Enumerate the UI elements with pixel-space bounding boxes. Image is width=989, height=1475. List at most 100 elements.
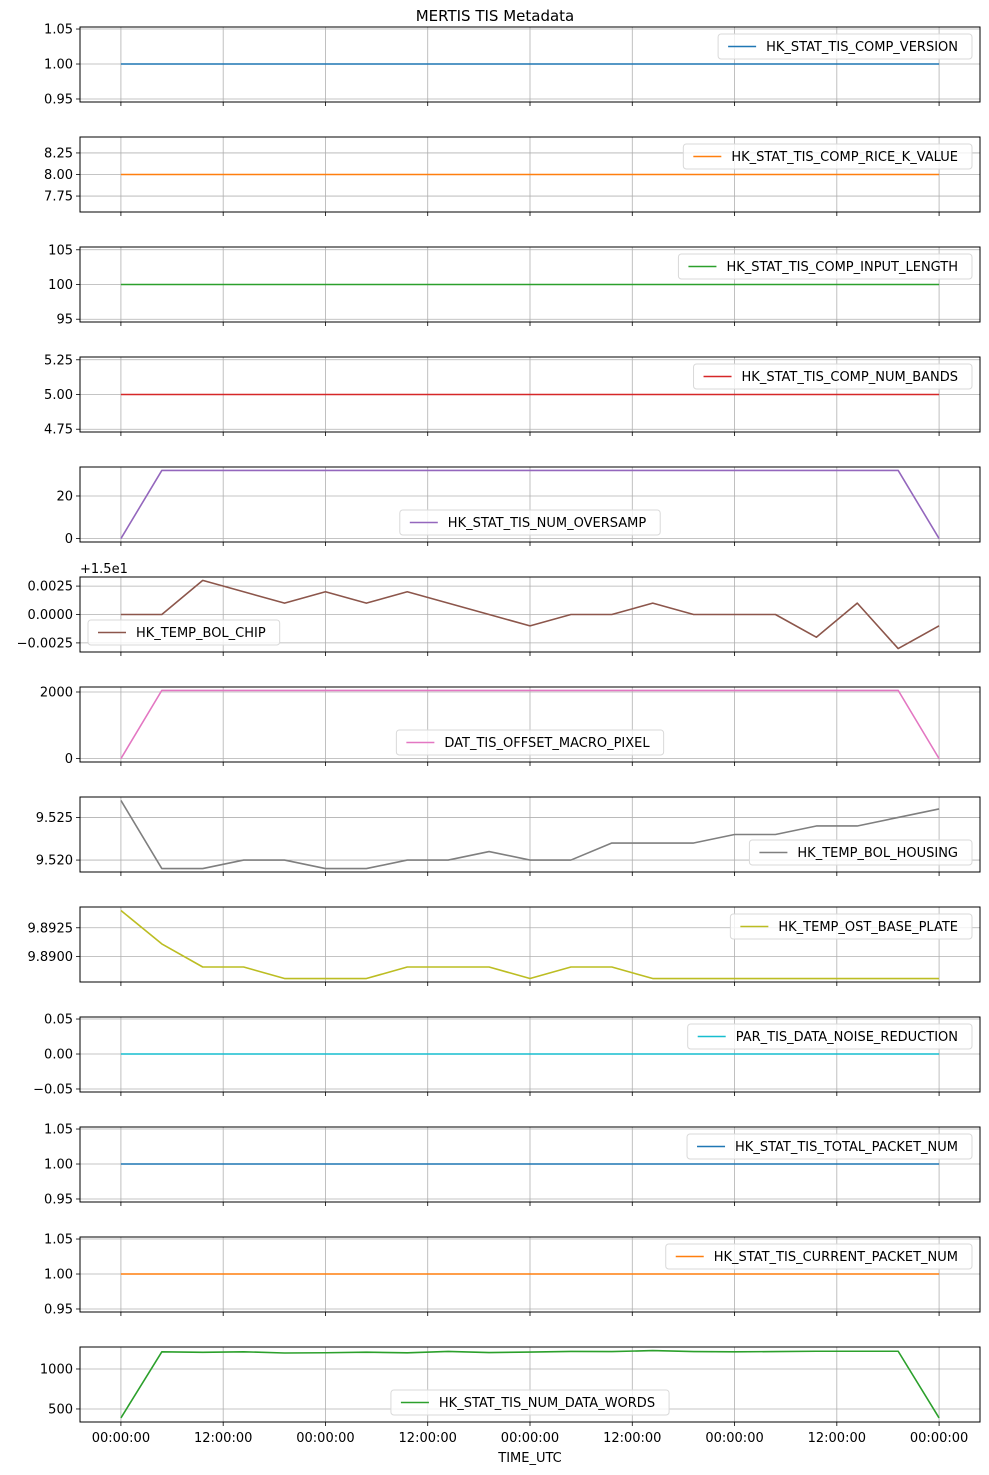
legend: HK_STAT_TIS_NUM_DATA_WORDS — [390, 1389, 670, 1416]
subplot-hk-stat-tis-comp-rice-k-value: 7.75 8.00 8.25 HK_STAT_TIS_COMP_RICE_K_VALU… — [44, 136, 981, 216]
legend-box — [665, 1243, 973, 1270]
legend-label: HK_TEMP_OST_BASE_PLATE — [778, 920, 958, 935]
legend-box — [717, 33, 973, 60]
axes-frame — [79, 466, 981, 543]
legend-box — [677, 253, 973, 280]
y-tick-label: −0.0025 — [17, 636, 73, 651]
x-tick-label: 00:00:00 — [501, 1431, 559, 1446]
x-tick-label: 12:00:00 — [194, 1431, 252, 1446]
y-tick-label: 5.25 — [44, 353, 73, 368]
legend-label: HK_STAT_TIS_COMP_RICE_K_VALUE — [731, 150, 958, 165]
legend: HK_STAT_TIS_NUM_OVERSAMP — [399, 509, 661, 536]
y-tick-label: 0.0025 — [28, 580, 74, 595]
legend: HK_STAT_TIS_COMP_VERSION — [717, 33, 973, 60]
y-tick-label: 1000 — [40, 1362, 73, 1377]
legend-box — [390, 1389, 670, 1416]
subplot-hk-stat-tis-num-data-words: 500 1000 HK_STAT_TIS_NUM_DATA_WORDS 00:00:0… — [40, 1346, 981, 1446]
subplot-hk-temp-bol-chip: −0.0025 0.0000 0.0025 +1.5e1 HK_TEMP_BOL_CHI… — [17, 562, 981, 656]
legend-box — [686, 1133, 973, 1160]
y-tick-label: 4.75 — [44, 423, 73, 438]
y-tick-label: 9.8900 — [28, 950, 74, 965]
y-tick-label: 0.0000 — [28, 608, 74, 623]
y-tick-label: 0.00 — [44, 1048, 73, 1063]
legend-box — [729, 913, 973, 940]
legend: HK_STAT_TIS_COMP_NUM_BANDS — [693, 363, 973, 390]
legend-box — [682, 143, 973, 170]
subplot-hk-stat-tis-num-oversamp: 0 20 HK_STAT_TIS_NUM_OVERSAMP — [56, 466, 981, 547]
y-tick-label: 0.05 — [44, 1013, 73, 1028]
y-tick-label: 9.520 — [36, 854, 73, 869]
y-tick-label: 1.00 — [44, 58, 73, 73]
x-tick-label: 00:00:00 — [705, 1431, 763, 1446]
y-tick-label: 2000 — [40, 685, 73, 700]
y-tick-label: 7.75 — [44, 190, 73, 205]
subplot-hk-temp-bol-housing: 9.520 9.525 HK_TEMP_BOL_HOUSING — [36, 796, 981, 876]
legend-box — [693, 363, 973, 390]
y-tick-label: 105 — [48, 243, 73, 258]
legend-label: HK_STAT_TIS_NUM_OVERSAMP — [448, 516, 647, 531]
legend-box — [687, 1023, 973, 1050]
legend: HK_TEMP_BOL_CHIP — [87, 619, 281, 646]
axes-frame — [79, 576, 981, 653]
legend-box — [395, 729, 665, 756]
subplot-hk-temp-ost-base-plate: 9.8900 9.8925 HK_TEMP_OST_BASE_PLATE — [28, 906, 981, 986]
y-tick-label: 1.00 — [44, 1268, 73, 1283]
x-tick-label: 12:00:00 — [603, 1431, 661, 1446]
y-tick-label: 500 — [48, 1402, 73, 1417]
legend-label: HK_STAT_TIS_COMP_NUM_BANDS — [742, 370, 958, 385]
y-tick-label: 95 — [56, 313, 73, 328]
y-tick-label: 0.95 — [44, 1192, 73, 1207]
legend-label: HK_STAT_TIS_COMP_VERSION — [766, 40, 958, 55]
x-tick-label: 12:00:00 — [808, 1431, 866, 1446]
legend-label: HK_STAT_TIS_TOTAL_PACKET_NUM — [735, 1140, 958, 1155]
y-tick-label: 1.05 — [44, 23, 73, 38]
axes-frame — [79, 246, 981, 323]
y-tick-label: 0 — [65, 752, 73, 767]
legend-label: HK_TEMP_BOL_HOUSING — [797, 846, 958, 861]
subplot-hk-stat-tis-comp-input-length: 95 100 105 HK_STAT_TIS_COMP_INPUT_LENGTH — [48, 243, 981, 328]
legend-label: PAR_TIS_DATA_NOISE_REDUCTION — [736, 1030, 958, 1045]
series-line — [120, 579, 940, 650]
legend-label: HK_STAT_TIS_NUM_DATA_WORDS — [439, 1396, 655, 1411]
y-tick-label: 9.8925 — [28, 921, 74, 936]
y-tick-label: 0 — [65, 532, 73, 547]
y-tick-label: 1.05 — [44, 1233, 73, 1248]
y-tick-label: 100 — [48, 278, 73, 293]
axes-frame — [79, 1236, 981, 1313]
y-tick-label: 20 — [56, 489, 73, 504]
y-tick-label: 0.95 — [44, 92, 73, 107]
legend: HK_STAT_TIS_TOTAL_PACKET_NUM — [686, 1133, 973, 1160]
subplot-par-tis-data-noise-reduction: −0.05 0.00 0.05 PAR_TIS_DATA_NOISE_REDUCTIO… — [33, 1013, 981, 1097]
x-tick-label: 00:00:00 — [910, 1431, 968, 1446]
axes-frame — [79, 136, 981, 213]
y-tick-label: 5.00 — [44, 388, 73, 403]
x-axis-label: TIME_UTC — [497, 1451, 561, 1466]
axes-frame — [79, 1016, 981, 1093]
legend-box — [399, 509, 661, 536]
legend-label: HK_STAT_TIS_CURRENT_PACKET_NUM — [714, 1250, 958, 1265]
subplot-hk-stat-tis-comp-version: 0.95 1.00 1.05 HK_STAT_TIS_COMP_VERSION — [44, 23, 981, 107]
y-tick-label: −0.05 — [33, 1082, 73, 1097]
subplot-hk-stat-tis-comp-num-bands: 4.75 5.00 5.25 HK_STAT_TIS_COMP_NUM_BANDS — [44, 353, 981, 438]
y-tick-label: 8.25 — [44, 146, 73, 161]
axes-frame — [79, 1346, 981, 1423]
series-line — [120, 469, 940, 540]
chart-title: MERTIS TIS Metadata — [416, 7, 575, 25]
y-tick-label: 9.525 — [36, 811, 73, 826]
axes-frame — [79, 796, 981, 873]
legend: HK_TEMP_OST_BASE_PLATE — [729, 913, 973, 940]
legend: HK_STAT_TIS_CURRENT_PACKET_NUM — [665, 1243, 973, 1270]
series-line — [120, 689, 940, 760]
legend: HK_STAT_TIS_COMP_INPUT_LENGTH — [677, 253, 973, 280]
x-tick-label: 00:00:00 — [296, 1431, 354, 1446]
axes-frame — [79, 356, 981, 433]
subplot-dat-tis-offset-macro-pixel: 0 2000 DAT_TIS_OFFSET_MACRO_PIXEL — [40, 685, 981, 767]
legend-box — [87, 619, 281, 646]
y-offset-text: +1.5e1 — [80, 562, 128, 577]
legend-label: DAT_TIS_OFFSET_MACRO_PIXEL — [444, 736, 650, 751]
series-line — [120, 909, 940, 980]
x-tick-label: 00:00:00 — [92, 1431, 150, 1446]
series-line — [120, 799, 940, 870]
x-tick-label: 12:00:00 — [399, 1431, 457, 1446]
